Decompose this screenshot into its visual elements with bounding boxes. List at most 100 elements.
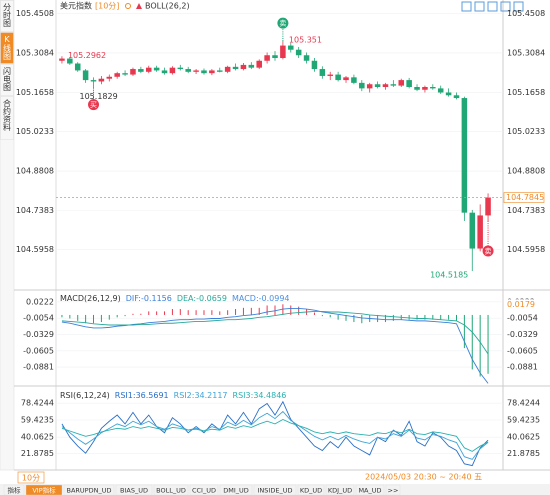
y-tick-label: -0.0881: [23, 363, 54, 372]
y-tick-label: 78.4244: [507, 399, 540, 408]
sidebar-tab-label: 闪电图: [3, 67, 12, 92]
sidebar-tab[interactable]: [0, 96, 14, 140]
sidebar-tab-label: 合约资料: [3, 98, 12, 132]
marker-label: 0.0179: [507, 300, 535, 309]
signal-label: 卖: [279, 20, 286, 28]
toolbar-item[interactable]: [297, 484, 325, 495]
signal-marker: [88, 99, 100, 111]
y-tick-label: 59.4235: [21, 415, 54, 424]
toolbar-item-label: BARUPDN_UD: [67, 487, 112, 495]
settings-icon[interactable]: [125, 3, 131, 9]
candle-body: [288, 45, 294, 50]
toolbar-item[interactable]: [153, 484, 189, 495]
y-tick-label: -0.0054: [507, 314, 538, 323]
candle-body: [185, 69, 191, 72]
y-tick-label: -0.0054: [23, 314, 54, 323]
candle-body: [145, 67, 152, 72]
candle-body: [90, 80, 97, 82]
candle-body: [461, 98, 468, 213]
toolbar-item[interactable]: [385, 484, 401, 495]
toolbar-item[interactable]: [25, 484, 63, 495]
candle-body: [138, 69, 144, 72]
y-tick-label: 104.7383: [16, 206, 54, 215]
y-tick-label: 105.0233: [16, 127, 54, 136]
toolbar-item[interactable]: [3, 484, 25, 495]
toolbar-item-label: BIAS_UD: [120, 487, 148, 495]
toolbar-item-label: MA_UD: [358, 487, 381, 495]
icon[interactable]: [474, 1, 485, 12]
y-tick-label: 104.8808: [507, 167, 545, 176]
candle-body: [327, 74, 333, 76]
last-price-label: 104.7845: [506, 193, 544, 202]
period[interactable]: [10分]: [95, 2, 119, 11]
toolbar-icons: [461, 1, 524, 12]
icon[interactable]: [513, 1, 524, 12]
y-tick-label: 78.4244: [21, 399, 54, 408]
legend-entry: RSI3:34.4846: [233, 391, 287, 400]
legend-entry: RSI1:36.5691: [115, 391, 169, 400]
candle-body: [422, 87, 428, 90]
candle-body: [430, 87, 436, 89]
candle-body: [201, 70, 207, 74]
toolbar-item[interactable]: [355, 484, 385, 495]
y-tick-label: 0.0222: [26, 297, 54, 306]
sidebar-tab[interactable]: [0, 64, 14, 96]
candle-body: [74, 63, 81, 71]
sidebar-tab[interactable]: [0, 32, 14, 64]
candle-body: [359, 82, 365, 89]
series-line: [61, 307, 489, 384]
sidebar-tab-label: 分时图: [3, 3, 12, 28]
panel-title: MACD(26,12,9): [60, 294, 121, 303]
series-line: [61, 400, 489, 467]
candle-body: [232, 66, 239, 70]
series-line: [61, 410, 489, 460]
candle-body: [351, 77, 357, 83]
candle-body: [453, 95, 460, 99]
y-tick-label: -0.0329: [507, 330, 538, 339]
toolbar-item[interactable]: [189, 484, 219, 495]
candle-body: [153, 67, 160, 71]
y-tick-label: 105.0233: [507, 127, 545, 136]
candle-body: [122, 73, 128, 75]
toolbar-item[interactable]: [115, 484, 153, 495]
candle-body: [335, 74, 341, 81]
price-annotation: 105.2962: [68, 51, 106, 60]
candle-body: [469, 212, 476, 249]
candle-body: [485, 197, 491, 216]
candle-body: [295, 49, 302, 56]
candle-body: [406, 80, 412, 87]
candle-body: [217, 70, 223, 72]
toolbar-item[interactable]: [253, 484, 297, 495]
sidebar-tab-label: K线图: [3, 35, 12, 61]
icon[interactable]: [500, 1, 511, 12]
candle-body: [248, 64, 255, 68]
signal-marker: [482, 245, 494, 257]
icon[interactable]: [461, 1, 472, 12]
toolbar-item-label: INSIDE_UD: [258, 487, 293, 495]
toolbar-item-label: KDJ_UD: [328, 487, 352, 495]
toolbar-item-label: KD_UD: [300, 487, 322, 495]
y-tick-label: 104.7383: [507, 206, 545, 215]
period-tab-label: 10分: [22, 474, 40, 483]
toolbar-item[interactable]: [63, 484, 115, 495]
price-annotation: 104.5185: [430, 271, 468, 280]
series-line: [61, 418, 489, 452]
sidebar-tab[interactable]: [0, 0, 14, 32]
candle-body: [477, 215, 483, 249]
period-tab[interactable]: [17, 471, 45, 484]
y-tick-label: 105.1658: [507, 88, 545, 97]
candle-body: [382, 84, 389, 87]
toolbar-item[interactable]: [219, 484, 253, 495]
signal-label: 买: [90, 101, 97, 109]
icon[interactable]: [487, 1, 498, 12]
candle-body: [82, 70, 89, 81]
candle-body: [390, 84, 397, 86]
y-tick-label: 105.3084: [507, 48, 545, 57]
candle-body: [67, 58, 73, 64]
toolbar-item-label: VIP指标: [32, 486, 56, 495]
toolbar-item[interactable]: [325, 484, 355, 495]
candle-body: [161, 70, 168, 74]
y-tick-label: 105.1658: [16, 88, 54, 97]
